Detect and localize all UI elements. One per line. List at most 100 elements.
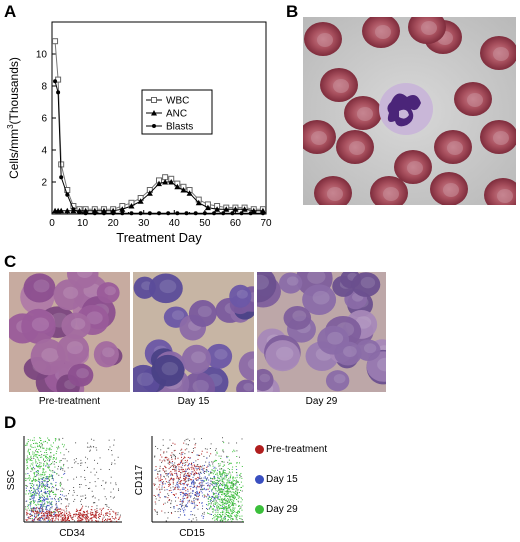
flow-plot-cd15-cd117: CD117 CD15 — [134, 436, 244, 539]
y-tick-label: 4 — [41, 146, 47, 157]
blood-smear-image — [303, 17, 516, 205]
x-tick-label: 40 — [169, 218, 181, 229]
point-anc — [168, 179, 175, 185]
point-blasts — [111, 211, 116, 216]
point-blasts — [92, 211, 97, 216]
panel-letter-c: C — [4, 252, 17, 271]
point-blasts — [221, 211, 226, 216]
chart-legend: WBC ANC Blasts — [141, 89, 213, 135]
dot-blue-icon — [255, 474, 264, 484]
point-wbc — [52, 38, 59, 45]
point-anc — [64, 207, 71, 214]
treatment-line-chart: 0 10 20 30 40 50 60 70 2 4 6 8 10 Cells/mm3(Thousand… — [6, 21, 272, 245]
legend-label: WBC — [166, 96, 189, 107]
point-anc — [214, 206, 221, 212]
point-blasts — [175, 211, 180, 216]
flow-plot-cd34-ssc: SSC CD34 — [6, 436, 122, 539]
flow-legend-pretreatment: Pre-treatment — [255, 444, 327, 455]
x-tick-label: 0 — [49, 218, 55, 229]
point-blasts — [260, 211, 265, 216]
y-tick-label: 8 — [41, 82, 47, 93]
point-blasts — [101, 211, 106, 216]
y-label-main: Cells/mm — [7, 129, 21, 179]
point-anc — [137, 198, 144, 204]
flow-legend-label: Pre-treatment — [266, 444, 328, 455]
panel-letter-b: B — [286, 2, 299, 21]
point-blasts — [83, 211, 88, 216]
x-tick-label: 20 — [108, 218, 120, 229]
point-anc — [223, 206, 230, 212]
point-blasts — [129, 211, 134, 216]
point-blasts — [53, 79, 58, 84]
y-label-tail: (Thousands) — [7, 57, 21, 124]
point-blasts — [239, 211, 244, 216]
point-wbc — [64, 187, 71, 193]
point-anc — [156, 180, 162, 187]
neutrophil-cell — [379, 83, 433, 135]
point-blasts — [77, 210, 82, 215]
flow-plot2-ylabel: CD117 — [134, 464, 145, 495]
y-label-sup: 3 — [6, 124, 15, 129]
point-wbc — [162, 174, 169, 181]
red-blood-cells — [303, 17, 516, 205]
point-blasts — [212, 211, 217, 216]
point-blasts — [59, 175, 64, 180]
series-line-wbc — [54, 41, 263, 210]
point-anc — [162, 179, 169, 185]
marrow-image-day15 — [133, 272, 254, 392]
point-blasts — [184, 211, 189, 216]
point-anc — [232, 206, 239, 212]
marrow-image-day29 — [257, 272, 386, 392]
caption-pretreatment: Pre-treatment — [38, 396, 101, 407]
y-tick-label: 2 — [41, 178, 47, 189]
flow-legend-label: Day 15 — [266, 474, 298, 485]
point-blasts — [56, 90, 61, 95]
point-blasts — [65, 192, 70, 197]
point-blasts — [202, 211, 207, 216]
point-blasts — [138, 211, 143, 216]
point-anc — [180, 187, 187, 193]
flow-legend-day29: Day 29 — [255, 504, 298, 515]
legend-label: Blasts — [166, 122, 193, 133]
y-tick-label: 10 — [36, 50, 48, 61]
flow-legend-day15: Day 15 — [255, 474, 298, 485]
flow-legend-label: Day 29 — [266, 504, 298, 515]
panel-letter-a: A — [4, 2, 17, 21]
point-blasts — [166, 211, 171, 216]
dot-green-icon — [255, 504, 264, 514]
point-anc — [204, 204, 211, 211]
point-anc — [146, 190, 153, 196]
dot-red-icon — [255, 444, 264, 454]
flow-plot1-xlabel: CD34 — [59, 528, 85, 539]
x-tick-label: 10 — [77, 218, 89, 229]
point-anc — [174, 183, 181, 190]
chart-series — [52, 38, 266, 216]
x-tick-label: 30 — [138, 218, 150, 229]
point-anc — [119, 206, 126, 212]
point-blasts — [147, 211, 152, 216]
x-tick-label: 50 — [199, 218, 211, 229]
marrow-image-pretreatment — [9, 272, 130, 392]
flow-plot1-ylabel: SSC — [6, 470, 17, 491]
point-blasts — [157, 211, 161, 216]
point-anc — [186, 190, 193, 196]
x-axis-label: Treatment Day — [116, 230, 202, 245]
y-tick-label: 6 — [41, 114, 47, 125]
point-anc — [195, 199, 202, 206]
flow-plot2-xlabel: CD15 — [179, 528, 205, 539]
legend-label: ANC — [166, 109, 187, 120]
axis-ticks: 0 10 20 30 40 50 60 70 2 4 6 8 10 — [36, 50, 272, 230]
panel-letter-d: D — [4, 413, 17, 432]
x-tick-label: 60 — [230, 218, 242, 229]
point-anc — [250, 207, 257, 214]
point-anc — [128, 203, 135, 209]
caption-day29: Day 29 — [305, 396, 338, 407]
caption-day15: Day 15 — [177, 396, 210, 407]
point-blasts — [120, 211, 125, 216]
point-anc — [241, 206, 248, 212]
x-tick-label: 70 — [260, 218, 272, 229]
point-anc — [58, 207, 65, 214]
point-blasts — [230, 211, 235, 216]
y-axis-label: Cells/mm3(Thousands) — [6, 57, 21, 179]
point-blasts — [71, 207, 76, 212]
